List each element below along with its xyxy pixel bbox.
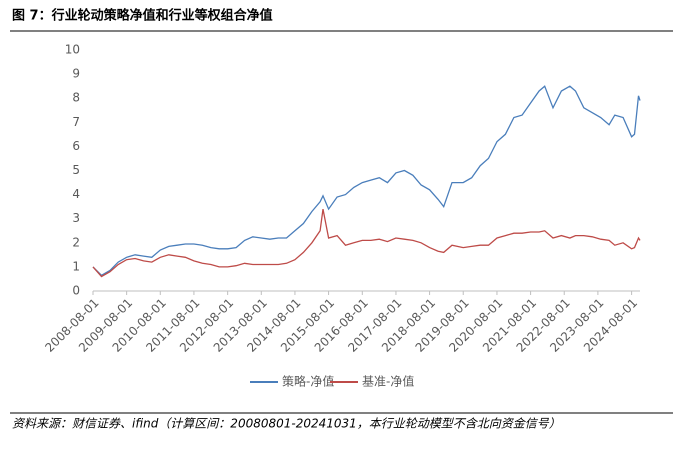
y-tick-label: 6 xyxy=(72,139,80,153)
y-tick-label: 4 xyxy=(72,187,80,201)
series-line xyxy=(92,85,641,277)
y-tick-label: 7 xyxy=(72,115,80,129)
y-tick-label: 5 xyxy=(72,163,80,177)
chart-title: 图 7：行业轮动策略净值和行业等权组合净值 xyxy=(12,8,273,24)
legend-label: 策略-净值 xyxy=(282,374,334,389)
series-line xyxy=(92,208,641,278)
y-tick-label: 2 xyxy=(72,235,80,249)
source: 资料来源：财信证券、ifind（计算区间：20080801-20241031，本… xyxy=(12,417,561,431)
legend-label: 基准-净值 xyxy=(362,374,414,389)
y-tick-label: 9 xyxy=(72,67,80,81)
y-tick-label: 1 xyxy=(72,259,80,273)
y-tick-label: 8 xyxy=(72,91,80,105)
y-tick-label: 3 xyxy=(72,211,80,225)
y-tick-label: 10 xyxy=(65,43,80,57)
y-tick-label: 0 xyxy=(72,284,80,298)
